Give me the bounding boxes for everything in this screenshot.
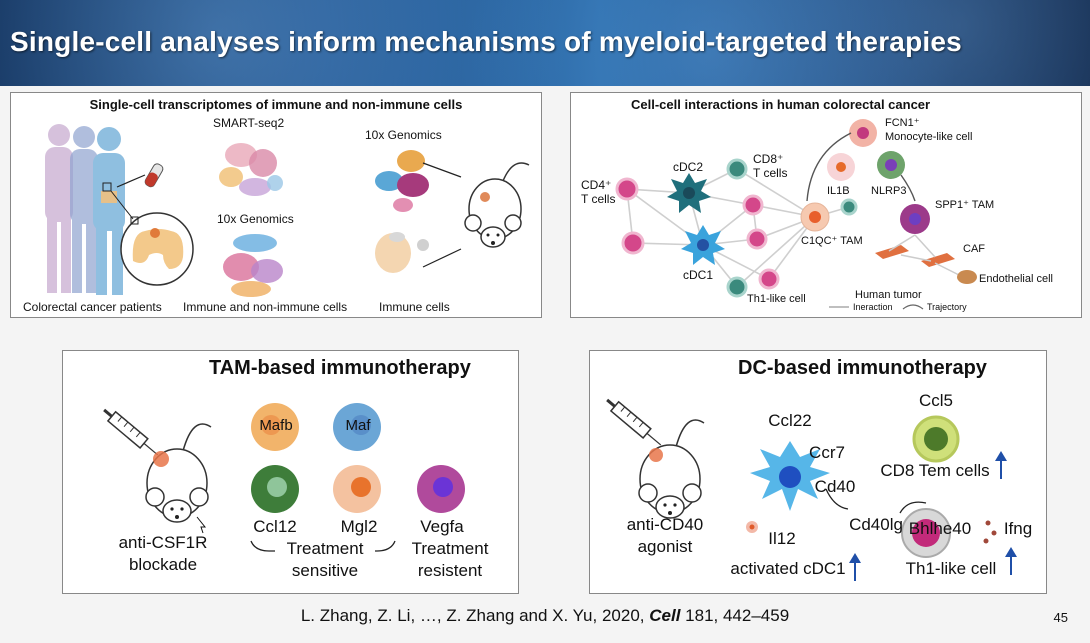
caption-immune: Immune cells — [379, 300, 450, 314]
label-il12: Il12 — [768, 529, 796, 548]
umap-immune-b — [375, 232, 429, 273]
umap-smart-seq2 — [219, 143, 283, 196]
label-activated-cdc1: activated cDC1 — [730, 559, 846, 578]
resistant-line1: Treatment — [411, 539, 489, 558]
caption-immune-nonimmune: Immune and non-immune cells — [183, 300, 348, 314]
sensitive-line2: sensitive — [291, 561, 359, 580]
panel-title: Cell-cell interactions in human colorect… — [631, 97, 931, 112]
label-endothelial: Endothelial cell — [979, 273, 1053, 285]
citation-authors: L. Zhang, Z. Li, …, Z. Zhang and X. Yu, … — [300, 606, 645, 625]
label-10x-b: 10x Genomics — [365, 128, 442, 142]
tam-cells — [251, 403, 465, 513]
treatment-line1: anti-CSF1R — [118, 533, 208, 552]
label-cd8: CD8⁺ — [753, 152, 784, 166]
label-mafb: Mafb — [259, 417, 293, 434]
legend-interaction: Ineraction — [853, 302, 893, 312]
label-cd40lg: Cd40lg — [849, 515, 903, 534]
panel-cell-cell-interactions: Cell-cell interactions in human colorect… — [570, 92, 1082, 318]
label-mgl2: Mgl2 — [340, 517, 378, 536]
up-arrow-icon — [849, 553, 861, 581]
colon-zoom-icon — [120, 212, 194, 286]
label-ifng: Ifng — [1003, 519, 1033, 538]
label-c1qc: C1QC⁺ TAM — [801, 235, 863, 247]
label-cd8-b: T cells — [753, 166, 788, 180]
label-cd4-b: T cells — [581, 192, 616, 206]
label-bhlhe40: Bhlhe40 — [908, 519, 972, 538]
label-ccl12: Ccl12 — [253, 517, 297, 536]
panel-title: Single-cell transcriptomes of immune and… — [89, 97, 463, 112]
label-ccr7: Ccr7 — [809, 443, 845, 462]
label-nlrp3: NLRP3 — [871, 185, 907, 197]
label-smart-seq2: SMART-seq2 — [213, 116, 285, 130]
title-banner: Single-cell analyses inform mechanisms o… — [0, 0, 1090, 86]
label-cd40: Cd40 — [814, 477, 856, 496]
syringe-mouse-icon — [606, 398, 705, 519]
citation-volume: 181, 442–459 — [685, 606, 790, 625]
label-cdc2: cDC2 — [673, 160, 704, 174]
label-fcn1-b: Monocyte-like cell — [885, 131, 973, 143]
label-vegfa: Vegfa — [420, 517, 464, 536]
legend-human-tumor: Human tumor — [855, 289, 922, 301]
label-ccl22: Ccl22 — [768, 411, 812, 430]
label-il1b: IL1B — [827, 185, 850, 197]
citation: L. Zhang, Z. Li, …, Z. Zhang and X. Yu, … — [0, 606, 1090, 626]
panel-tam-immunotherapy: TAM-based immunotherapy anti-CSF1R block… — [62, 350, 519, 594]
label-fcn1: FCN1⁺ — [885, 117, 920, 129]
treatment-line2: blockade — [128, 555, 198, 574]
dc-cells — [746, 415, 997, 558]
panel-title: TAM-based immunotherapy — [209, 357, 471, 379]
sample-tube-icon — [116, 163, 164, 188]
label-maf: Maf — [345, 417, 371, 434]
up-arrow-icon — [995, 451, 1007, 479]
up-arrow-icon — [1005, 547, 1017, 575]
page-number: 45 — [1053, 610, 1068, 625]
zoom-line-icon — [102, 182, 139, 225]
treatment-line1: anti-CD40 — [626, 515, 704, 534]
legend-trajectory: Trajectory — [927, 302, 967, 312]
resistant-line2: resistent — [417, 561, 483, 580]
label-th1-cell: Th1-like cell — [905, 559, 997, 578]
label-10x-a: 10x Genomics — [217, 212, 294, 226]
interaction-network — [615, 119, 977, 310]
panel-title: DC-based immunotherapy — [738, 357, 987, 379]
umap-immune-nonimmune — [223, 234, 283, 297]
panel-dc-immunotherapy: DC-based immunotherapy anti-CD40 agonist — [589, 350, 1047, 594]
panel-single-cell-transcriptomes: Single-cell transcriptomes of immune and… — [10, 92, 542, 318]
label-th1: Th1-like cell — [747, 293, 806, 305]
label-cd8-tem: CD8 Tem cells — [880, 461, 990, 480]
citation-journal: Cell — [649, 606, 681, 625]
label-spp1: SPP1⁺ TAM — [935, 199, 995, 211]
slide-title: Single-cell analyses inform mechanisms o… — [10, 26, 962, 57]
mouse-icon — [422, 162, 530, 268]
umap-immune-a — [375, 150, 429, 212]
patients-silhouette-icon — [45, 124, 125, 295]
sensitive-line1: Treatment — [275, 539, 375, 560]
treatment-line2: agonist — [637, 537, 693, 556]
syringe-mouse-icon — [103, 408, 212, 534]
label-cdc1: cDC1 — [683, 268, 714, 282]
caption-patients: Colorectal cancer patients — [23, 300, 162, 314]
label-caf: CAF — [963, 243, 985, 255]
label-ccl5: Ccl5 — [918, 391, 953, 410]
label-cd4: CD4⁺ — [581, 178, 612, 192]
